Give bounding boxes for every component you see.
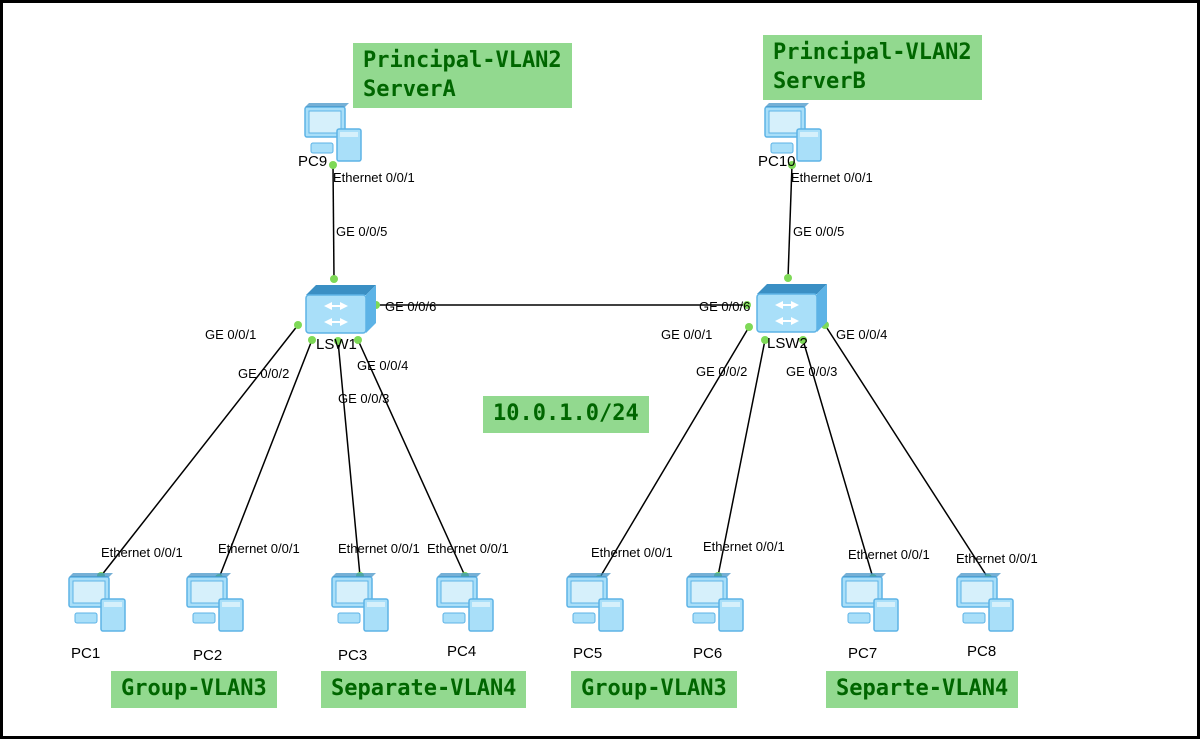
pc5 xyxy=(563,573,627,635)
pc1 xyxy=(65,573,129,635)
pc5-label: PC5 xyxy=(573,645,602,662)
port-label: Ethernet 0/0/1 xyxy=(791,170,873,185)
port-label: GE 0/0/2 xyxy=(696,364,747,379)
port-label: GE 0/0/4 xyxy=(836,327,887,342)
pc3-label: PC3 xyxy=(338,647,367,664)
server-pc9-label: PC9 xyxy=(298,153,327,170)
label-separate-vlan4-right: Separte-VLAN4 xyxy=(826,671,1018,708)
pc1-label: PC1 xyxy=(71,645,100,662)
port-label: GE 0/0/4 xyxy=(357,358,408,373)
port-label: Ethernet 0/0/1 xyxy=(703,539,785,554)
port-label: GE 0/0/3 xyxy=(338,391,389,406)
port-label: Ethernet 0/0/1 xyxy=(333,170,415,185)
port-label: GE 0/0/3 xyxy=(786,364,837,379)
port-label: Ethernet 0/0/1 xyxy=(338,541,420,556)
pc6-label: PC6 xyxy=(693,645,722,662)
pc3 xyxy=(328,573,392,635)
pc7-label: PC7 xyxy=(848,645,877,662)
port-label: GE 0/0/6 xyxy=(385,299,436,314)
port-label: GE 0/0/1 xyxy=(661,327,712,342)
switch-lsw1-label: LSW1 xyxy=(316,336,357,353)
label-subnet: 10.0.1.0/24 xyxy=(483,396,649,433)
port-label: Ethernet 0/0/1 xyxy=(101,545,183,560)
port-label: Ethernet 0/0/1 xyxy=(848,547,930,562)
port-label: GE 0/0/1 xyxy=(205,327,256,342)
label-separate-vlan4-left: Separate-VLAN4 xyxy=(321,671,526,708)
switch-lsw2-label: LSW2 xyxy=(767,335,808,352)
port-label: Ethernet 0/0/1 xyxy=(591,545,673,560)
port-label: GE 0/0/5 xyxy=(336,224,387,239)
label-group-vlan3-right: Group-VLAN3 xyxy=(571,671,737,708)
label-server-b: Principal-VLAN2 ServerB xyxy=(763,35,982,100)
pc7 xyxy=(838,573,902,635)
pc8-label: PC8 xyxy=(967,643,996,660)
port-label: GE 0/0/2 xyxy=(238,366,289,381)
pc6 xyxy=(683,573,747,635)
port-label: Ethernet 0/0/1 xyxy=(427,541,509,556)
pc2-label: PC2 xyxy=(193,647,222,664)
pc4-label: PC4 xyxy=(447,643,476,660)
pc4 xyxy=(433,573,497,635)
pc2 xyxy=(183,573,247,635)
label-server-a: Principal-VLAN2 ServerA xyxy=(353,43,572,108)
switch-lsw2 xyxy=(747,279,827,339)
diagram-frame: Principal-VLAN2 ServerA Principal-VLAN2 … xyxy=(0,0,1200,739)
port-label: Ethernet 0/0/1 xyxy=(218,541,300,556)
port-label: GE 0/0/5 xyxy=(793,224,844,239)
port-label: Ethernet 0/0/1 xyxy=(956,551,1038,566)
label-group-vlan3-left: Group-VLAN3 xyxy=(111,671,277,708)
pc8 xyxy=(953,573,1017,635)
switch-lsw1 xyxy=(296,280,376,340)
server-pc10-label: PC10 xyxy=(758,153,796,170)
port-label: GE 0/0/6 xyxy=(699,299,750,314)
